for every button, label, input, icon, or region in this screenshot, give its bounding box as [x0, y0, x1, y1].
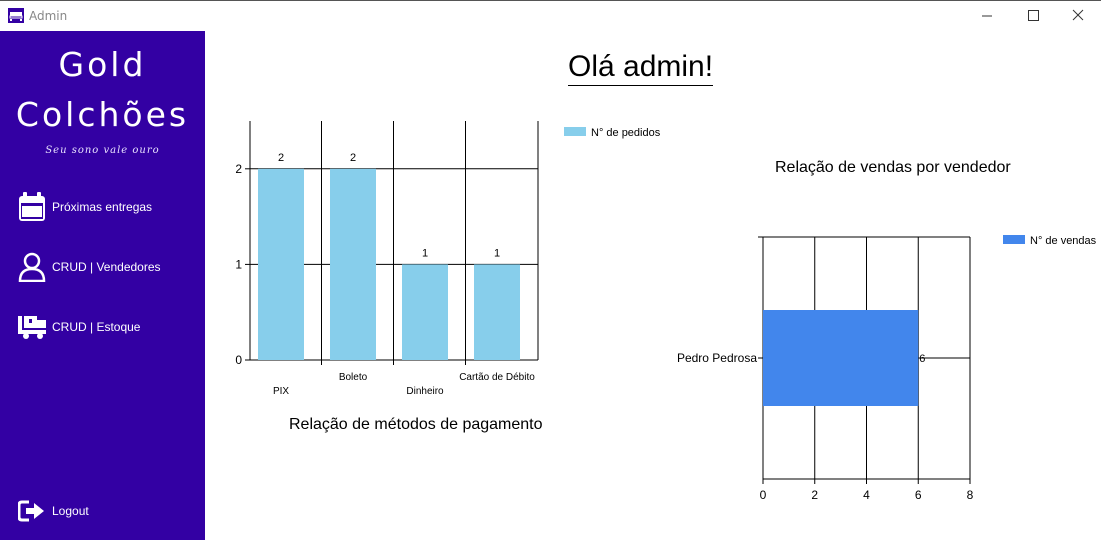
- sidebar-item-label: Próximas entregas: [52, 200, 153, 214]
- legend-swatch: [564, 127, 586, 136]
- x-tick-label: 6: [915, 488, 922, 502]
- minimize-icon[interactable]: [963, 1, 1009, 31]
- greeting-heading: Olá admin!: [568, 50, 714, 86]
- bar: [474, 264, 520, 360]
- sidebar-item-label: CRUD | Estoque: [52, 320, 141, 334]
- y-tick-label: 1: [235, 257, 242, 271]
- truck-icon: [18, 316, 46, 339]
- legend-swatch: [1003, 235, 1025, 244]
- bar-value-label: 2: [278, 152, 284, 164]
- sidebar-item-vendedores[interactable]: CRUD | Vendedores: [18, 251, 161, 283]
- bar: [402, 264, 448, 360]
- bar-value-label: 1: [494, 247, 500, 259]
- x-tick-label: Dinheiro: [406, 386, 444, 397]
- window-titlebar: Admin: [0, 0, 1101, 31]
- x-tick-label: 8: [967, 488, 974, 502]
- x-tick-label: 2: [811, 488, 818, 502]
- x-tick-label: 0: [760, 488, 767, 502]
- sidebar-item-label: CRUD | Vendedores: [52, 260, 161, 274]
- sidebar-item-proximas-entregas[interactable]: Próximas entregas: [18, 191, 152, 223]
- logout-icon: [18, 500, 44, 522]
- bar: [258, 168, 304, 360]
- user-icon: [18, 252, 46, 282]
- brand-tagline: Seu sono vale ouro: [45, 145, 160, 156]
- chart-title-sales-by-seller: Relação de vendas por vendedor: [775, 159, 1011, 176]
- brand-line2: Colchões: [15, 95, 190, 134]
- calendar-icon: [19, 192, 45, 221]
- logout-button[interactable]: Logout: [18, 495, 89, 527]
- x-tick-label: Cartão de Débito: [459, 372, 535, 383]
- y-tick-label: Pedro Pedrosa: [677, 351, 757, 365]
- logout-label: Logout: [52, 504, 89, 518]
- bar-value-label: 1: [422, 247, 428, 259]
- sidebar-item-estoque[interactable]: CRUD | Estoque: [18, 311, 140, 343]
- bar: [763, 310, 919, 406]
- legend-label: N° de pedidos: [591, 127, 661, 139]
- y-tick-label: 2: [235, 162, 242, 176]
- bar-value-label: 6: [919, 353, 925, 365]
- chart-title-payment-methods: Relação de métodos de pagamento: [289, 416, 543, 433]
- close-icon[interactable]: [1055, 1, 1101, 31]
- sidebar: Gold Colchões Seu sono vale ouro Próxima…: [0, 31, 205, 540]
- bed-icon: [8, 8, 24, 23]
- brand-line1: Gold: [58, 45, 147, 84]
- maximize-icon[interactable]: [1009, 1, 1055, 31]
- x-tick-label: PIX: [273, 386, 289, 397]
- x-tick-label: 4: [863, 488, 870, 502]
- legend-label: N° de vendas: [1030, 235, 1097, 247]
- window-title: Admin: [29, 9, 68, 23]
- y-tick-label: 0: [235, 353, 242, 367]
- x-tick-label: Boleto: [339, 372, 368, 383]
- bar: [330, 168, 376, 360]
- bar-value-label: 2: [350, 152, 356, 164]
